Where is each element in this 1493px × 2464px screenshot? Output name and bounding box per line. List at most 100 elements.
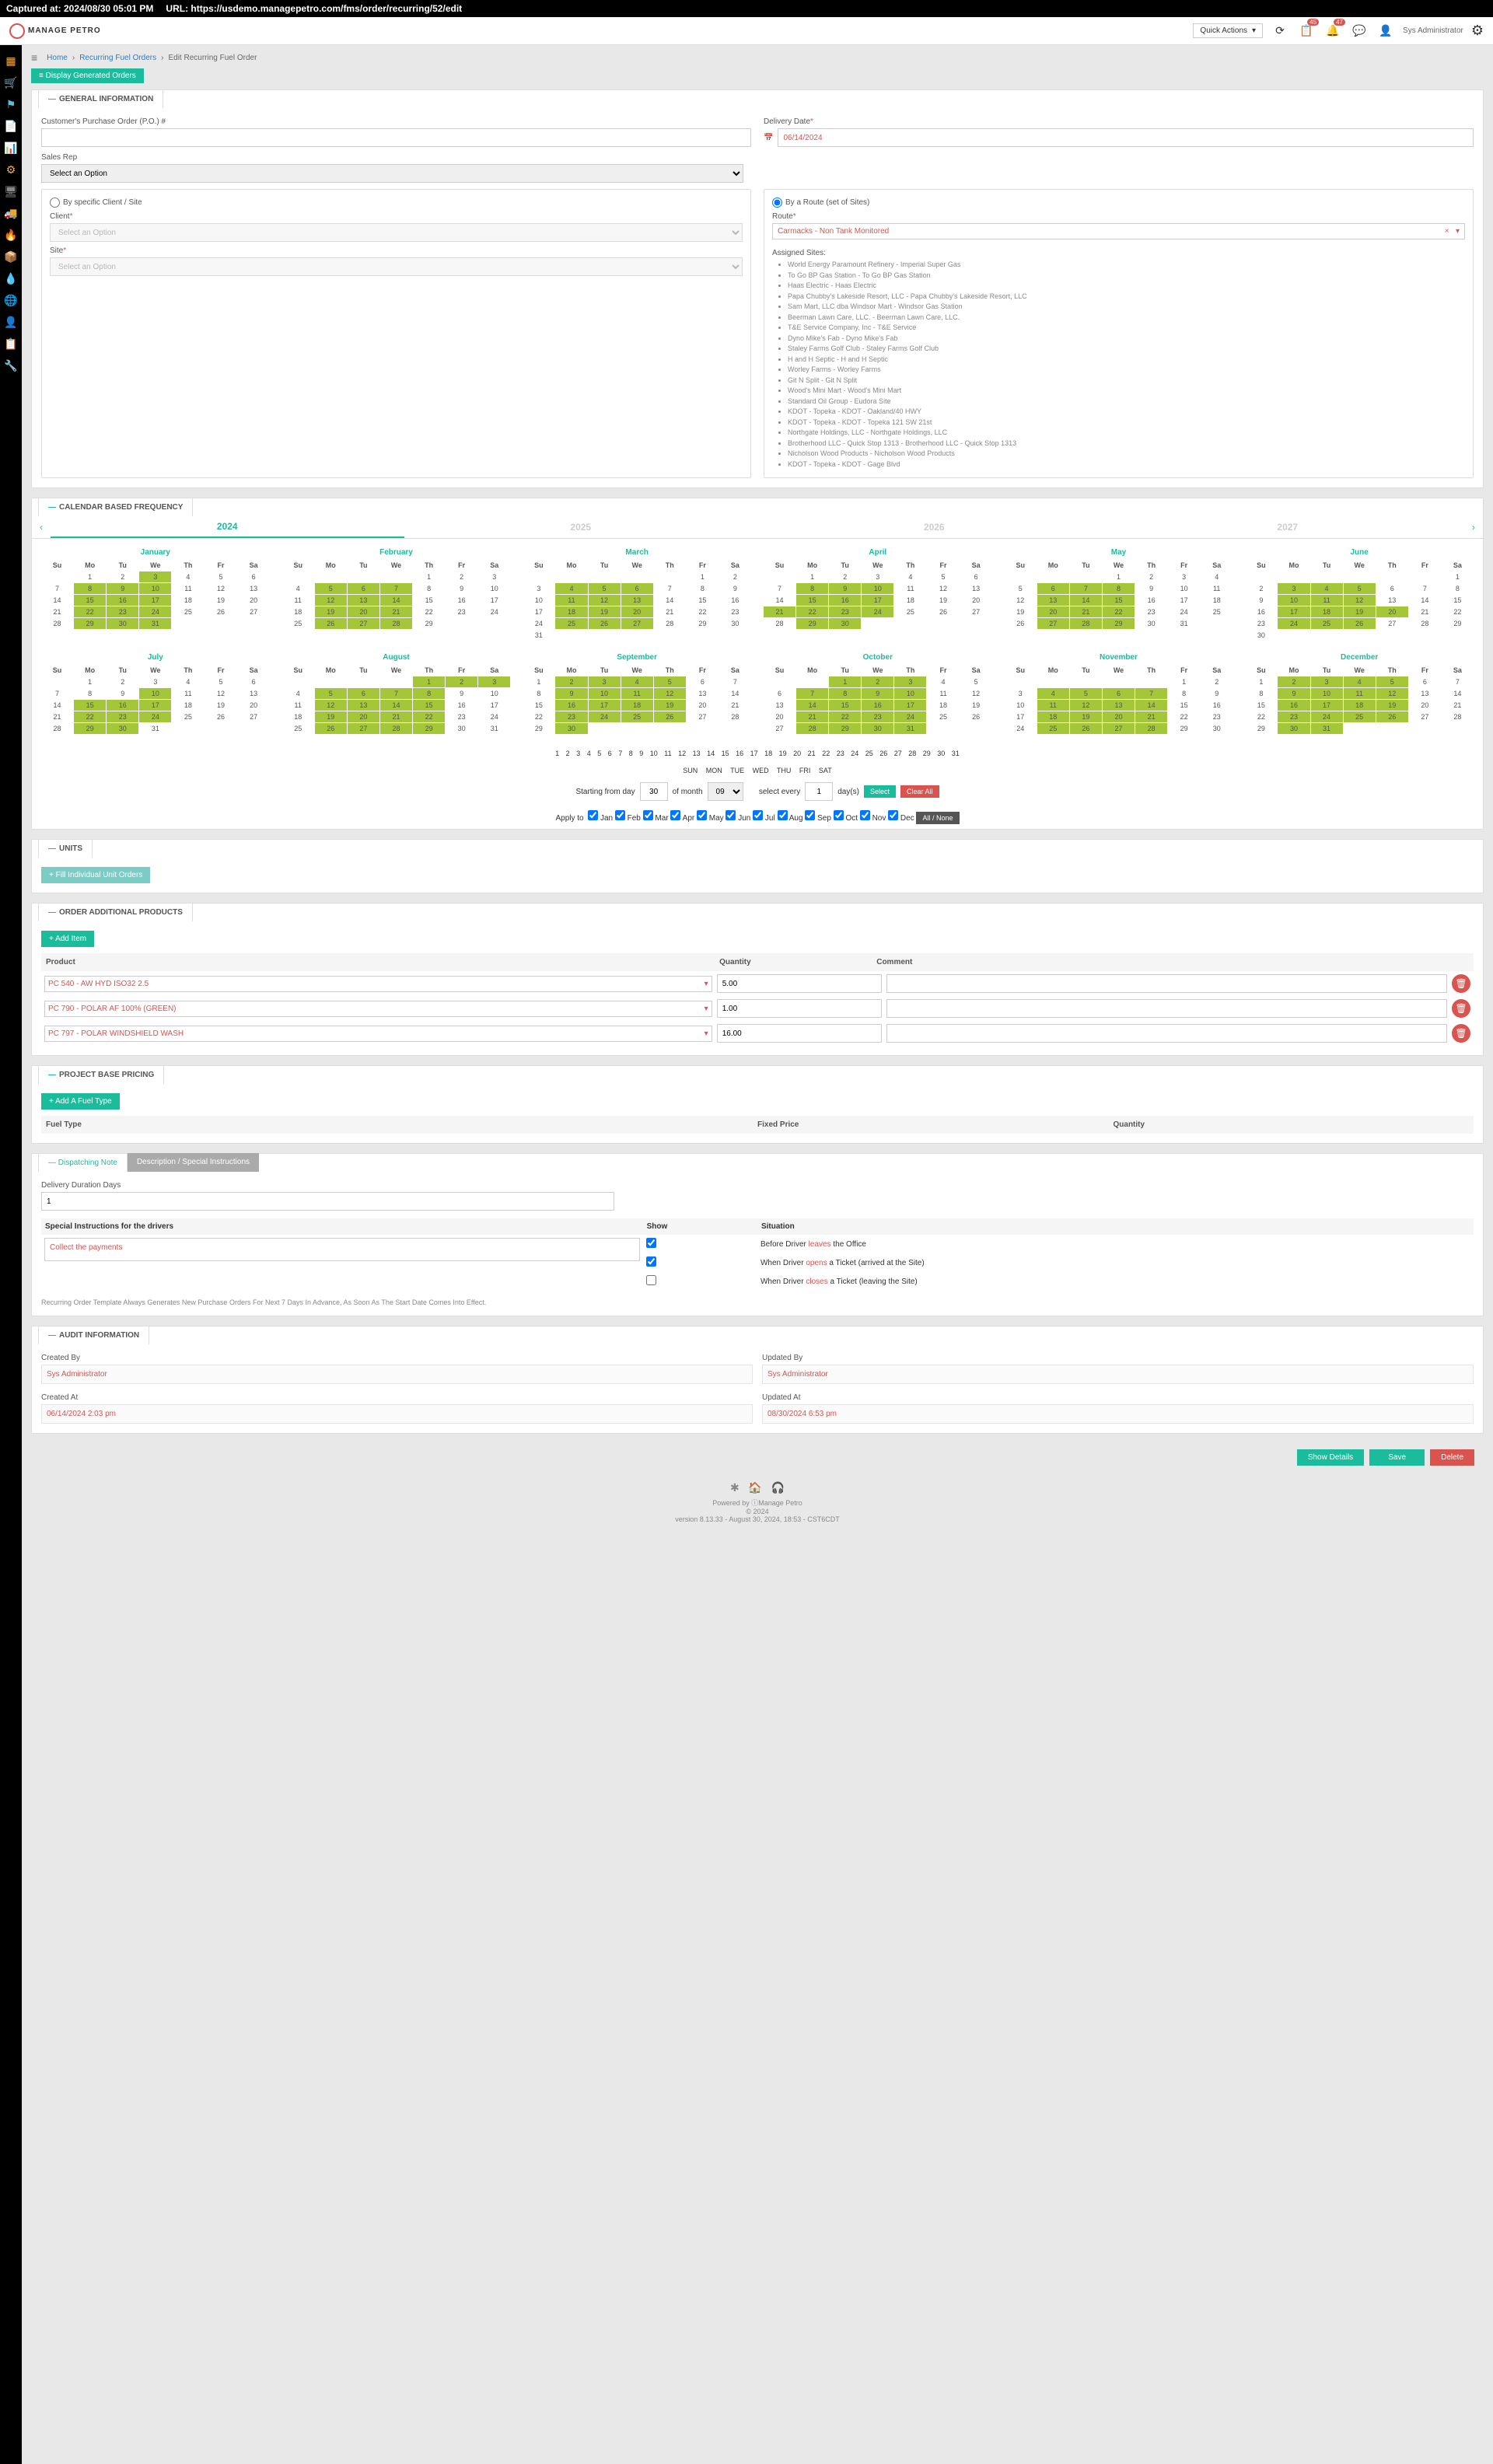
cal-day[interactable]: 26 xyxy=(205,711,236,722)
cal-day[interactable]: 15 xyxy=(1168,700,1200,711)
cal-day[interactable]: 27 xyxy=(621,618,653,629)
cal-day[interactable]: 24 xyxy=(1005,723,1037,734)
comment-input[interactable] xyxy=(886,999,1447,1018)
cal-day[interactable]: 23 xyxy=(555,711,587,722)
cal-day[interactable]: 13 xyxy=(960,583,992,594)
cal-day[interactable]: 18 xyxy=(1311,606,1343,617)
cal-day[interactable]: 14 xyxy=(719,688,751,699)
cal-day[interactable]: 15 xyxy=(74,595,106,606)
cal-day[interactable]: 24 xyxy=(523,618,554,629)
cal-day[interactable]: 6 xyxy=(1409,676,1441,687)
cal-day[interactable]: 15 xyxy=(687,595,719,606)
cal-day[interactable]: 23 xyxy=(446,606,477,617)
sidebar-chart[interactable]: 📊 xyxy=(0,137,22,159)
cal-day[interactable]: 4 xyxy=(282,688,314,699)
cal-day[interactable]: 20 xyxy=(1037,606,1069,617)
cal-day[interactable]: 7 xyxy=(380,583,412,594)
cal-day[interactable]: 17 xyxy=(862,595,893,606)
show-check-3[interactable] xyxy=(646,1275,656,1285)
cal-day[interactable]: 5 xyxy=(927,571,959,582)
product-select[interactable]: PC 797 - POLAR WINDSHIELD WASH▾ xyxy=(44,1026,712,1042)
cal-day[interactable]: 30 xyxy=(555,723,587,734)
cal-day[interactable]: 17 xyxy=(478,595,510,606)
cal-day[interactable]: 3 xyxy=(139,676,171,687)
month-check-jan[interactable] xyxy=(588,810,598,820)
qty-input[interactable] xyxy=(717,1024,882,1043)
show-check-1[interactable] xyxy=(646,1238,656,1248)
cal-day[interactable]: 4 xyxy=(1201,571,1233,582)
by-route-radio[interactable] xyxy=(772,197,782,208)
cal-day[interactable]: 17 xyxy=(1311,700,1343,711)
cal-day[interactable]: 16 xyxy=(862,700,893,711)
cal-day[interactable]: 26 xyxy=(927,606,959,617)
dispatch-tab[interactable]: — Dispatching Note xyxy=(38,1153,128,1172)
cal-day[interactable]: 17 xyxy=(1005,711,1037,722)
cal-day[interactable]: 13 xyxy=(621,595,653,606)
cal-day[interactable]: 7 xyxy=(1135,688,1167,699)
cal-day[interactable]: 13 xyxy=(238,688,270,699)
cal-day[interactable]: 26 xyxy=(960,711,992,722)
cal-day[interactable]: 25 xyxy=(172,711,204,722)
hamburger-icon[interactable]: ≡ xyxy=(31,51,37,64)
cal-day[interactable]: 13 xyxy=(1376,595,1408,606)
audit-tab[interactable]: —AUDIT INFORMATION xyxy=(38,1326,149,1344)
show-details-button[interactable]: Show Details xyxy=(1297,1449,1364,1466)
sidebar-drop[interactable]: 💧 xyxy=(0,267,22,289)
cal-day[interactable]: 3 xyxy=(139,571,171,582)
calendar-icon[interactable]: 📅 xyxy=(764,134,773,142)
cal-day[interactable]: 1 xyxy=(74,571,106,582)
cal-day[interactable]: 24 xyxy=(894,711,926,722)
cal-day[interactable]: 30 xyxy=(719,618,751,629)
cal-day[interactable]: 7 xyxy=(764,583,795,594)
cal-day[interactable]: 7 xyxy=(1409,583,1441,594)
cal-day[interactable]: 4 xyxy=(172,571,204,582)
cal-day[interactable]: 9 xyxy=(107,583,138,594)
cal-day[interactable]: 13 xyxy=(1103,700,1135,711)
cal-day[interactable]: 7 xyxy=(41,583,73,594)
sidebar-globe[interactable]: 🌐 xyxy=(0,289,22,311)
cal-day[interactable]: 19 xyxy=(960,700,992,711)
cal-day[interactable]: 16 xyxy=(1278,700,1309,711)
cal-day[interactable]: 21 xyxy=(41,606,73,617)
cal-day[interactable]: 22 xyxy=(1245,711,1277,722)
display-orders-button[interactable]: ≡ Display Generated Orders xyxy=(31,68,144,83)
sidebar-user[interactable]: 👤 xyxy=(0,311,22,333)
cal-day[interactable]: 17 xyxy=(139,595,171,606)
cal-day[interactable]: 12 xyxy=(1376,688,1408,699)
cal-day[interactable]: 11 xyxy=(555,595,587,606)
route-select[interactable]: Carmacks - Non Tank Monitored × ▾ xyxy=(772,223,1465,239)
cal-day[interactable]: 17 xyxy=(894,700,926,711)
cal-day[interactable]: 15 xyxy=(829,700,861,711)
cal-day[interactable]: 4 xyxy=(621,676,653,687)
cal-day[interactable]: 24 xyxy=(1278,618,1309,629)
cal-day[interactable]: 31 xyxy=(478,723,510,734)
cal-day[interactable]: 5 xyxy=(589,583,621,594)
cal-day[interactable]: 22 xyxy=(74,711,106,722)
clear-button[interactable]: Clear All xyxy=(900,785,939,798)
month-check-feb[interactable] xyxy=(615,810,625,820)
month-select[interactable]: 09 xyxy=(708,782,743,801)
cal-day[interactable]: 25 xyxy=(927,711,959,722)
delete-row-button[interactable]: 🗑 xyxy=(1452,1024,1470,1043)
alerts-icon[interactable]: 🔔47 xyxy=(1323,22,1342,40)
cal-day[interactable]: 27 xyxy=(348,723,379,734)
cal-day[interactable]: 12 xyxy=(315,700,347,711)
cal-day[interactable]: 11 xyxy=(927,688,959,699)
cal-day[interactable]: 3 xyxy=(1278,583,1309,594)
cal-day[interactable]: 9 xyxy=(1135,583,1167,594)
delete-row-button[interactable]: 🗑 xyxy=(1452,999,1470,1018)
cal-day[interactable]: 3 xyxy=(523,583,554,594)
select-button[interactable]: Select xyxy=(864,785,896,798)
cal-day[interactable]: 26 xyxy=(1376,711,1408,722)
cal-day[interactable]: 31 xyxy=(139,618,171,629)
cal-day[interactable]: 11 xyxy=(1344,688,1376,699)
cal-day[interactable]: 8 xyxy=(413,688,445,699)
cal-day[interactable]: 28 xyxy=(719,711,751,722)
cal-day[interactable]: 10 xyxy=(478,583,510,594)
cal-day[interactable]: 29 xyxy=(413,723,445,734)
cal-day[interactable]: 18 xyxy=(927,700,959,711)
cal-day[interactable]: 26 xyxy=(654,711,686,722)
cal-day[interactable]: 19 xyxy=(205,700,236,711)
cal-day[interactable]: 14 xyxy=(654,595,686,606)
cal-day[interactable]: 6 xyxy=(348,688,379,699)
